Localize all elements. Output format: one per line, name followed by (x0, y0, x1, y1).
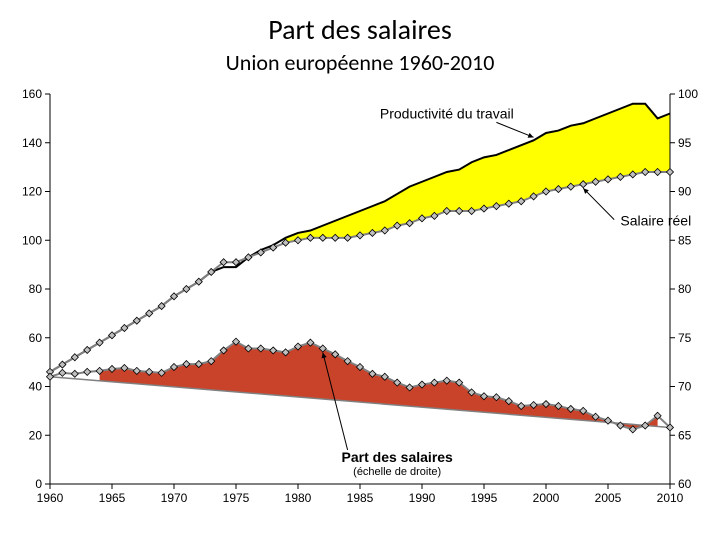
xtick-label: 1985 (347, 491, 374, 505)
ytick-right-label: 100 (678, 87, 698, 101)
xtick-label: 1970 (161, 491, 188, 505)
page-subtitle: Union européenne 1960-2010 (0, 49, 720, 76)
ytick-right-label: 80 (678, 282, 692, 296)
xtick-label: 1980 (285, 491, 312, 505)
label-wage-share-sub: (échelle de droite) (353, 466, 441, 478)
ytick-left-label: 60 (29, 331, 43, 345)
ytick-right-label: 60 (678, 477, 692, 491)
xtick-label: 1960 (37, 491, 64, 505)
ytick-right-label: 95 (678, 136, 692, 150)
label-real-wage: Salaire réel (620, 213, 691, 229)
ytick-left-label: 20 (29, 428, 43, 442)
xtick-label: 1975 (223, 491, 250, 505)
ytick-left-label: 80 (29, 282, 43, 296)
ytick-right-label: 85 (678, 233, 692, 247)
xtick-label: 2005 (595, 491, 622, 505)
ytick-left-label: 100 (22, 233, 42, 247)
ytick-left-label: 120 (22, 185, 42, 199)
chart-svg: 0 20 40 60 80 100 120 140 160 60 65 70 75 80 85 90 95 100… (10, 84, 710, 524)
xtick-label: 2010 (657, 491, 684, 505)
ytick-right-label: 65 (678, 428, 692, 442)
xtick-label: 1995 (471, 491, 498, 505)
label-wage-share: Part des salaires (342, 449, 454, 465)
ytick-right-label: 70 (678, 380, 692, 394)
label-productivity: Productivité du travail (380, 105, 514, 121)
ytick-left-label: 140 (22, 136, 42, 150)
ytick-right-label: 75 (678, 331, 692, 345)
ytick-left-label: 160 (22, 87, 42, 101)
ytick-left-label: 0 (35, 477, 42, 491)
ytick-left-label: 40 (29, 380, 43, 394)
xtick-label: 1990 (409, 491, 436, 505)
chart-container: 0 20 40 60 80 100 120 140 160 60 65 70 75 80 85 90 95 100… (10, 84, 710, 524)
page-title: Part des salaires (0, 12, 720, 47)
xtick-label: 2000 (533, 491, 560, 505)
xtick-label: 1965 (99, 491, 126, 505)
ytick-right-label: 90 (678, 185, 692, 199)
